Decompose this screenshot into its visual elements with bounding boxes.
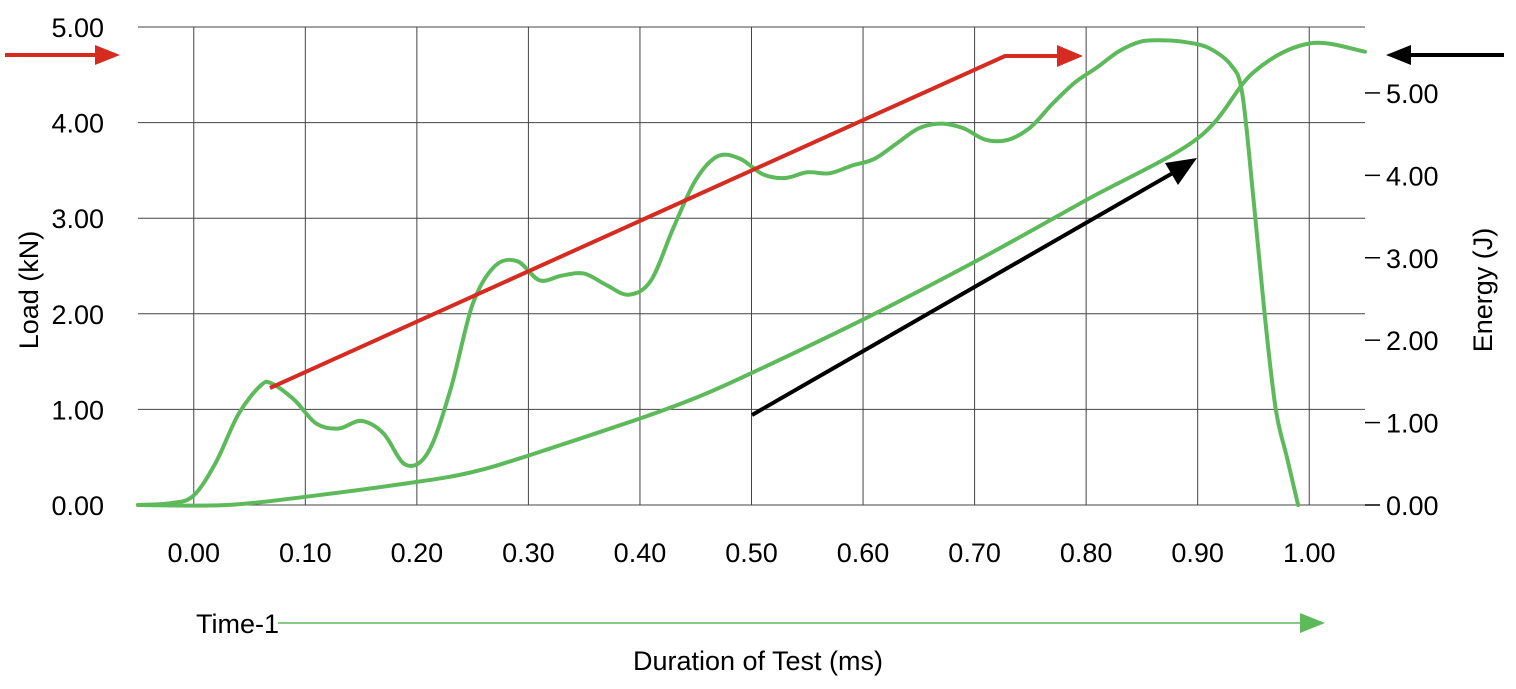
x-tick-label: 0.90 [1171,538,1224,568]
annotations [5,45,1504,633]
x-tick-label: 0.80 [1060,538,1113,568]
x-axis-ticks: 0.00 0.10 0.20 0.30 0.40 0.50 0.60 0.70 0.80 0.90… [167,538,1335,568]
red-trend-arrowhead [1057,45,1083,67]
x-tick-label: 0.40 [614,538,667,568]
x-tick-label: 0.30 [502,538,555,568]
y-left-tick-label: 4.00 [51,109,104,139]
y-right-tick-label: 0.00 [1386,491,1439,521]
load-series-line [136,38,1301,507]
energy-series-line [136,40,1367,508]
y-left-tick-label: 0.00 [51,491,104,521]
y-right-tick-label: 4.00 [1386,161,1439,191]
y-left-tick-label: 2.00 [51,300,104,330]
y-left-tick-label: 3.00 [51,204,104,234]
x-tick-label: 0.00 [167,538,220,568]
x-tick-label: 0.70 [948,538,1001,568]
load-axis-red-arrowhead [95,45,120,65]
x-tick-label: 0.10 [279,538,332,568]
time-marker-label: Time-1 [196,609,279,639]
y-right-tick-label: 5.00 [1386,79,1439,109]
x-axis-title: Duration of Test (ms) [633,646,883,676]
x-tick-label: 0.50 [725,538,778,568]
x-tick-label: 1.00 [1283,538,1336,568]
time-arrow-head [1300,613,1325,633]
red-trend-line [269,54,1065,390]
y-right-tick-label: 3.00 [1386,244,1439,274]
black-diagonal-arrow [751,168,1179,417]
y-left-tick-label: 5.00 [51,13,104,43]
y-axis-right-title: Energy (J) [1468,228,1498,353]
y-right-tick-label: 2.00 [1386,326,1439,356]
series-group [136,38,1367,508]
black-diagonal-arrowhead [1165,158,1197,185]
y-axis-left-ticks: 0.00 1.00 2.00 3.00 4.00 5.00 [51,13,104,521]
y-right-tick-label: 1.00 [1386,409,1439,439]
energy-axis-black-arrowhead [1386,45,1411,65]
grid [138,26,1365,506]
y-left-tick-label: 1.00 [51,395,104,425]
x-tick-label: 0.60 [837,538,890,568]
y-axis-left-title: Load (kN) [14,231,44,350]
y-axis-right-ticks: 0.00 1.00 2.00 3.00 4.00 5.00 [1365,79,1439,521]
x-tick-label: 0.20 [391,538,444,568]
